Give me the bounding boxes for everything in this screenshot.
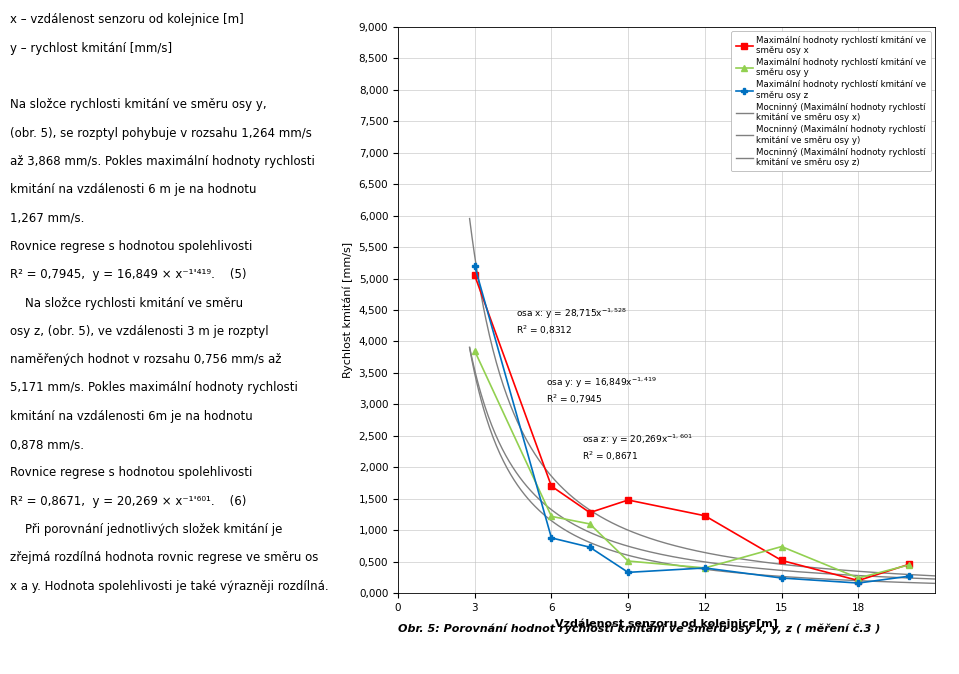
Text: osy z, (obr. 5), ve vzdálenosti 3 m je rozptyl: osy z, (obr. 5), ve vzdálenosti 3 m je r… <box>10 325 269 338</box>
Text: Rovnice regrese s hodnotou spolehlivosti: Rovnice regrese s hodnotou spolehlivosti <box>10 240 252 253</box>
Text: R² = 0,8671,  y = 20,269 × x⁻¹'⁶⁰¹.    (6): R² = 0,8671, y = 20,269 × x⁻¹'⁶⁰¹. (6) <box>10 495 246 508</box>
Text: x – vzdálenost senzoru od kolejnice [m]: x – vzdálenost senzoru od kolejnice [m] <box>10 13 244 26</box>
Text: osa x: y = 28,715x$^{-1,528}$
R$^2$ = 0,8312: osa x: y = 28,715x$^{-1,528}$ R$^2$ = 0,… <box>516 307 627 337</box>
Text: 0,878 mm/s.: 0,878 mm/s. <box>10 438 83 451</box>
Text: Při porovnání jednotlivých složek kmitání je: Při porovnání jednotlivých složek kmitán… <box>10 523 282 536</box>
Text: Na složce rychlosti kmitání ve směru: Na složce rychlosti kmitání ve směru <box>10 297 243 309</box>
Text: R² = 0,7945,  y = 16,849 × x⁻¹'⁴¹⁹.    (5): R² = 0,7945, y = 16,849 × x⁻¹'⁴¹⁹. (5) <box>10 268 246 281</box>
Text: naměřených hodnot v rozsahu 0,756 mm/s až: naměřených hodnot v rozsahu 0,756 mm/s a… <box>10 353 281 366</box>
Text: Obr. 5: Porovnání hodnot rychlostí kmitání ve směru osy x, y, z ( měření č.3 ): Obr. 5: Porovnání hodnot rychlostí kmitá… <box>398 623 880 634</box>
X-axis label: Vzdálenost senzoru od kolejnice[m]: Vzdálenost senzoru od kolejnice[m] <box>555 619 778 629</box>
Text: kmitání na vzdálenosti 6 m je na hodnotu: kmitání na vzdálenosti 6 m je na hodnotu <box>10 183 256 196</box>
Text: zřejmá rozdílná hodnota rovnic regrese ve směru os: zřejmá rozdílná hodnota rovnic regrese v… <box>10 551 318 564</box>
Text: Na složce rychlosti kmitání ve směru osy y,: Na složce rychlosti kmitání ve směru osy… <box>10 98 267 111</box>
Text: 1,267 mm/s.: 1,267 mm/s. <box>10 212 84 224</box>
Text: kmitání na vzdálenosti 6m je na hodnotu: kmitání na vzdálenosti 6m je na hodnotu <box>10 410 252 423</box>
Text: 5,171 mm/s. Pokles maximální hodnoty rychlosti: 5,171 mm/s. Pokles maximální hodnoty ryc… <box>10 381 297 394</box>
Text: osa z: y = 20,269x$^{-1,601}$
R$^2$ = 0,8671: osa z: y = 20,269x$^{-1,601}$ R$^2$ = 0,… <box>582 433 692 462</box>
Legend: Maximální hodnoty rychlostí kmitání ve
směru osy x, Maximální hodnoty rychlostí : Maximální hodnoty rychlostí kmitání ve s… <box>732 31 931 171</box>
Text: (obr. 5), se rozptyl pohybuje v rozsahu 1,264 mm/s: (obr. 5), se rozptyl pohybuje v rozsahu … <box>10 127 312 140</box>
Text: osa y: y = 16,849x$^{-1,419}$
R$^2$ = 0,7945: osa y: y = 16,849x$^{-1,419}$ R$^2$ = 0,… <box>547 376 658 406</box>
Text: Rovnice regrese s hodnotou spolehlivosti: Rovnice regrese s hodnotou spolehlivosti <box>10 466 252 479</box>
Text: x a y. Hodnota spolehlivosti je také výrazněji rozdílná.: x a y. Hodnota spolehlivosti je také výr… <box>10 580 328 592</box>
Text: až 3,868 mm/s. Pokles maximální hodnoty rychlosti: až 3,868 mm/s. Pokles maximální hodnoty … <box>10 155 315 168</box>
Y-axis label: Rychlost kmitání [mm/s]: Rychlost kmitání [mm/s] <box>342 242 353 378</box>
Text: y – rychlost kmitání [mm/s]: y – rychlost kmitání [mm/s] <box>10 42 172 55</box>
